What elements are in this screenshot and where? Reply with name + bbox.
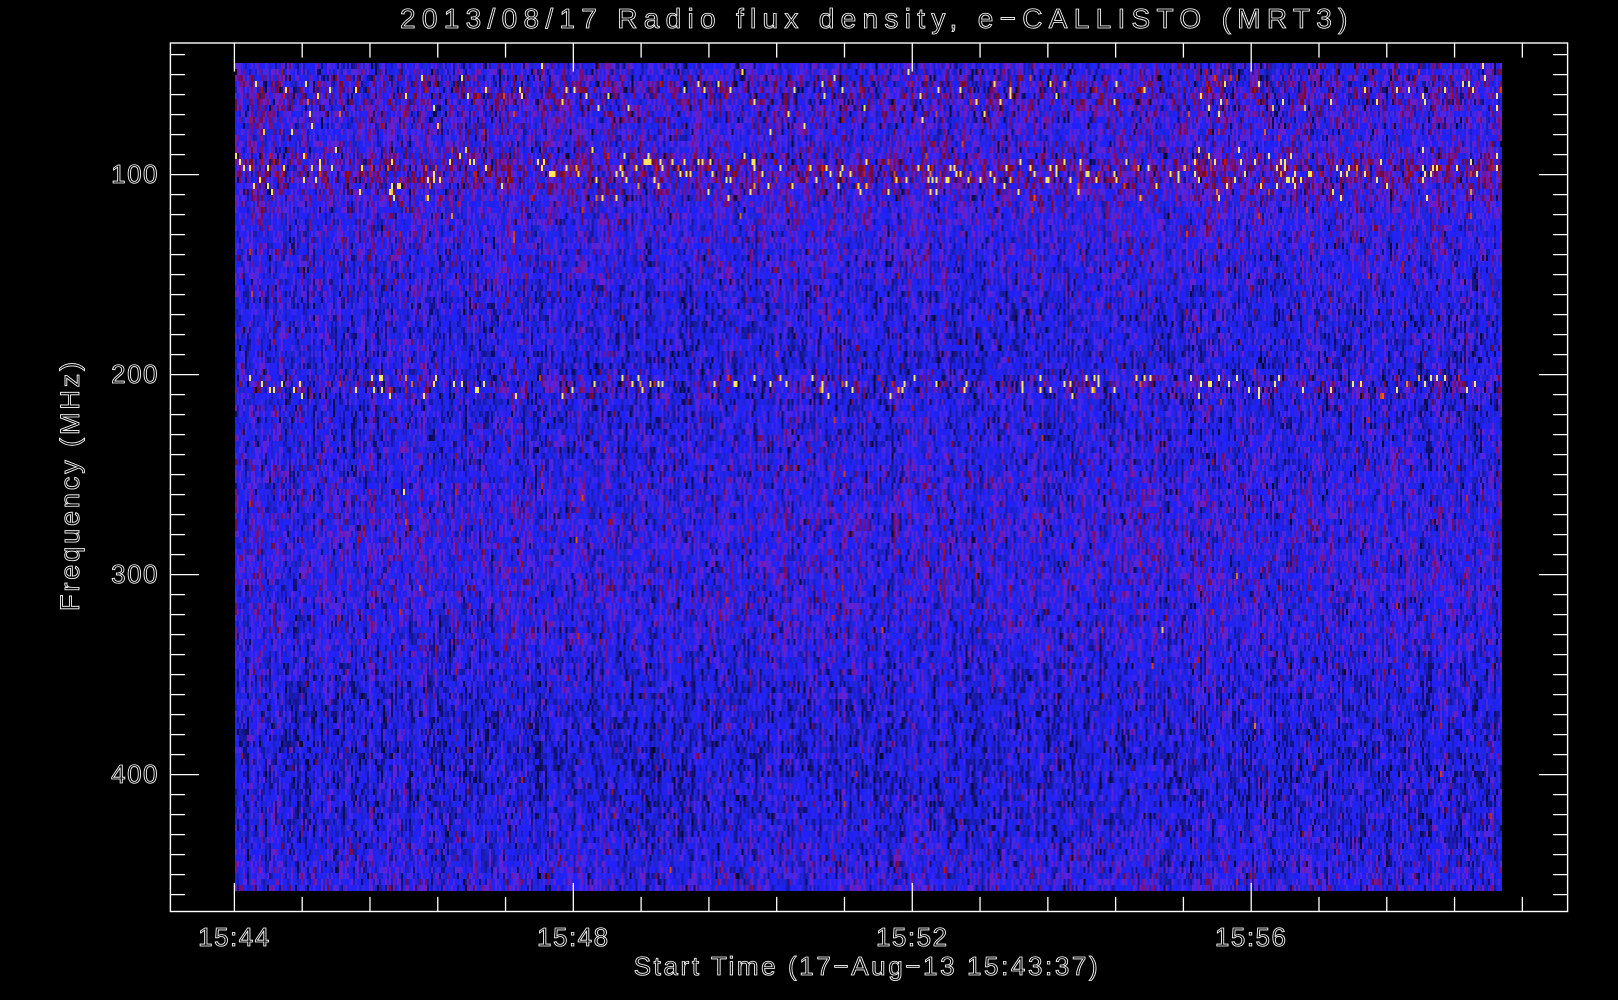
svg-text:15:56: 15:56 bbox=[1215, 922, 1288, 952]
svg-text:Start Time (17−Aug−13 15:43:37: Start Time (17−Aug−13 15:43:37) bbox=[634, 951, 1101, 981]
svg-text:400: 400 bbox=[111, 759, 159, 789]
svg-text:15:48: 15:48 bbox=[537, 922, 610, 952]
svg-text:2013/08/17 Radio flux densit: 2013/08/17 Radio flux density, e−CALLIST… bbox=[400, 3, 1354, 34]
svg-text:100: 100 bbox=[111, 159, 159, 189]
svg-text:300: 300 bbox=[111, 559, 159, 589]
svg-text:200: 200 bbox=[111, 359, 159, 389]
svg-text:Frequency (MHz): Frequency (MHz) bbox=[55, 359, 85, 611]
svg-text:15:44: 15:44 bbox=[198, 922, 271, 952]
svg-text:15:52: 15:52 bbox=[876, 922, 949, 952]
